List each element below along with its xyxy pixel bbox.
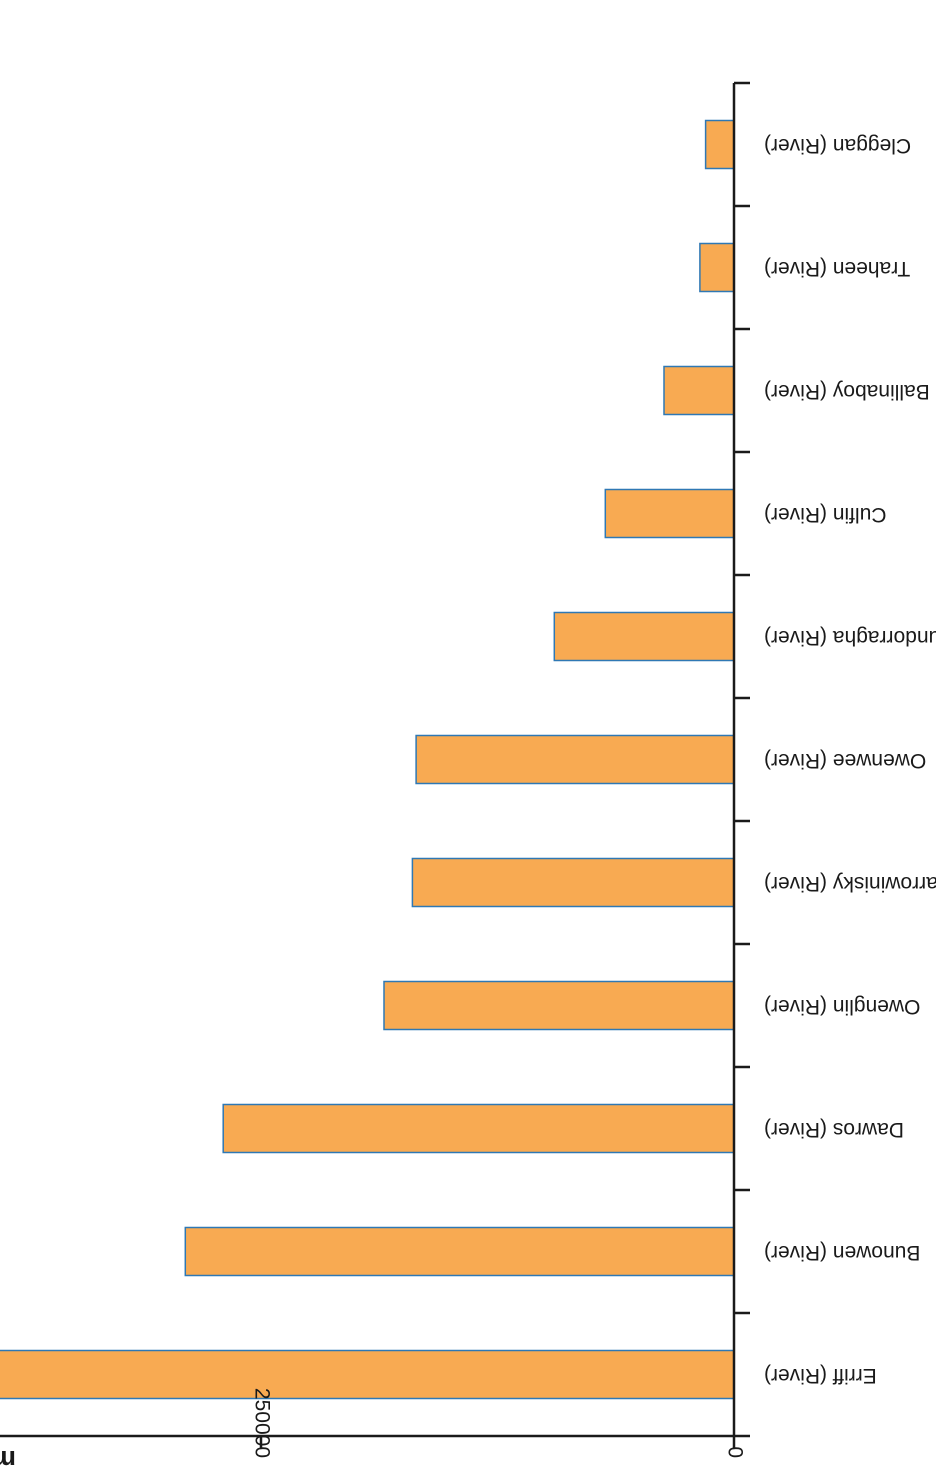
value-tick-label: 250000 — [250, 1388, 273, 1458]
category-label: Carrowinisky (River) — [764, 872, 936, 895]
bar — [411, 857, 735, 908]
bar — [663, 365, 735, 416]
category-label: Ballinaboy (River) — [764, 380, 930, 403]
value-ticks-group: 0250000500000750000 — [250, 1388, 746, 1458]
bar — [553, 611, 735, 662]
category-label: Culfin (River) — [764, 503, 887, 526]
category-label: Dawros (River) — [764, 1118, 904, 1141]
bars-group — [0, 119, 735, 1400]
bar — [0, 1349, 735, 1400]
bar — [383, 980, 735, 1031]
bar — [415, 734, 735, 785]
bar — [699, 242, 735, 293]
category-label: Cleggan (River) — [764, 134, 911, 157]
bar — [184, 1226, 735, 1277]
category-label: Erriff (River) — [764, 1364, 877, 1387]
category-ticks-group — [734, 81, 750, 1438]
value-tick-label: 0 — [723, 1446, 746, 1458]
category-label: Owenglin (River) — [764, 995, 920, 1018]
category-label: Bunowen (River) — [764, 1241, 920, 1264]
bar — [222, 1103, 735, 1154]
category-label: Traheen (River) — [764, 257, 910, 280]
category-label: Owenwee (River) — [764, 749, 926, 772]
category-label: Bundorragha (River) — [764, 626, 936, 649]
bar — [704, 119, 735, 170]
bar — [604, 488, 735, 539]
value-axis-title: m² — [0, 1445, 16, 1472]
category-labels-group: Erriff (River) Bunowen (River) Dawros (Riv… — [764, 134, 936, 1387]
